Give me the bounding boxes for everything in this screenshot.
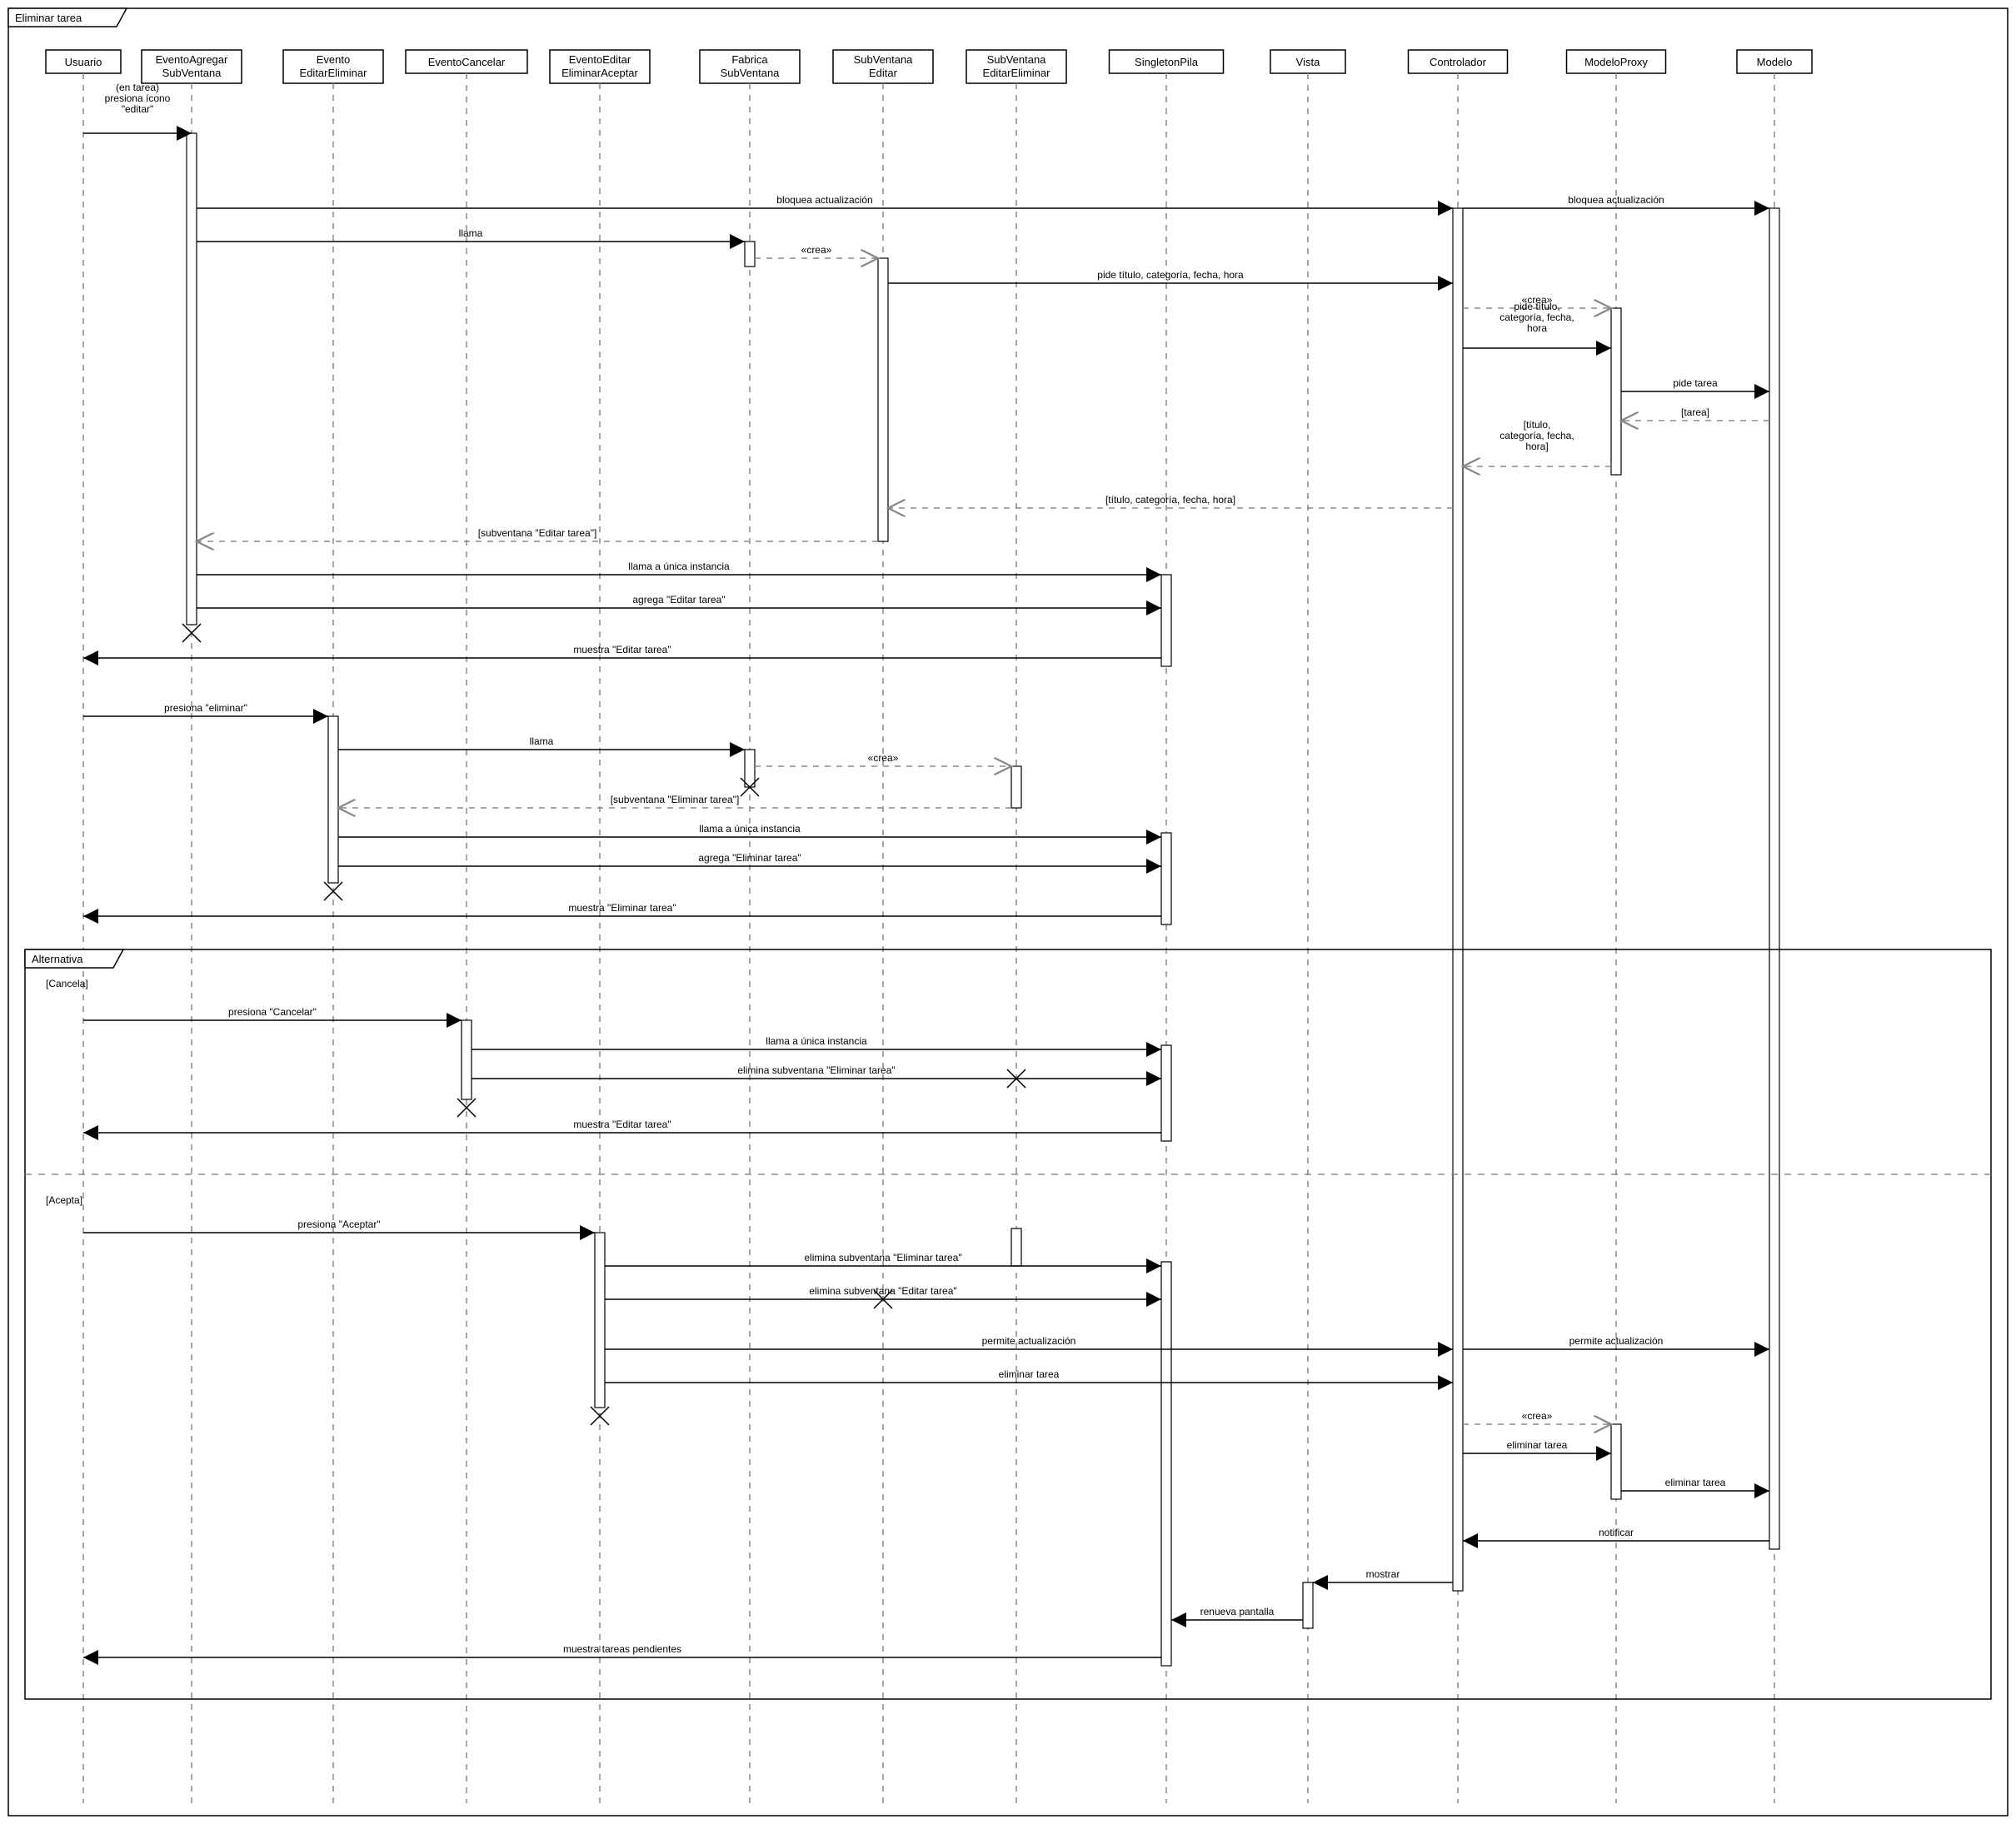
alt-frame [25, 949, 1991, 1699]
activation-14 [1011, 1228, 1021, 1266]
message-label-10-2: hora] [1525, 441, 1548, 452]
message-label-7-2: hora [1527, 322, 1547, 334]
activation-3 [745, 242, 755, 267]
activation-12 [1161, 1045, 1171, 1141]
activation-11 [462, 1020, 472, 1099]
message-label-11-0: [título, categoría, fecha, hora] [1105, 494, 1235, 506]
alt-guard-1: [Acepta] [46, 1194, 82, 1206]
message-label-34-0: eliminar tarea [1507, 1439, 1568, 1451]
lifeline-label-fabricaSub-0: Fabrica [731, 53, 768, 66]
message-label-25-0: elimina subventana "Eliminar tarea" [737, 1064, 895, 1076]
message-label-14-0: agrega "Editar tarea" [632, 594, 725, 606]
lifeline-label-singletonPila-0: SingletonPila [1135, 56, 1199, 68]
activation-13 [595, 1233, 605, 1408]
lifeline-label-usuario-0: Usuario [65, 56, 102, 68]
message-label-19-0: [subventana "Eliminar tarea"] [611, 794, 740, 805]
message-label-15-0: muestra "Editar tarea" [573, 644, 671, 655]
activation-8 [745, 750, 755, 787]
message-label-22-0: muestra "Eliminar tarea" [568, 902, 676, 914]
message-label-33-0: «crea» [1522, 1410, 1553, 1422]
message-label-17-0: llama [530, 735, 554, 747]
alt-frame-label: Alternativa [32, 953, 83, 965]
message-label-31-0: permite actualización [1569, 1335, 1664, 1347]
message-label-4-0: «crea» [801, 244, 832, 256]
lifeline-label-fabricaSub-1: SubVentana [721, 67, 781, 79]
message-label-10-0: [título, [1524, 419, 1551, 431]
activation-6 [1161, 575, 1171, 666]
message-label-26-0: muestra "Editar tarea" [573, 1119, 671, 1130]
message-label-0-0: (en tarea) [116, 82, 159, 93]
message-label-5-0: pide título, categoría, fecha, hora [1097, 269, 1244, 281]
lifeline-label-subEditarElim-1: EditarEliminar [983, 67, 1051, 79]
lifeline-label-modelo-0: Modelo [1757, 56, 1793, 68]
lifeline-label-vista-0: Vista [1296, 56, 1320, 68]
activation-5 [1611, 308, 1621, 475]
message-label-0-2: "editar" [122, 103, 154, 115]
message-label-29-0: elimina subventana "Editar tarea" [809, 1285, 956, 1297]
lifeline-label-controlador-0: Controlador [1430, 56, 1487, 68]
activation-1 [1453, 208, 1463, 1591]
outer-frame [8, 8, 2008, 1816]
message-label-30-0: permite actualización [982, 1335, 1076, 1347]
alt-guard-0: [Cancela] [46, 978, 88, 989]
lifeline-label-evCancelar-0: EventoCancelar [428, 56, 506, 68]
activation-0 [187, 133, 197, 625]
lifeline-label-evEditarElimAc-0: EventoEditar [569, 53, 631, 66]
message-label-35-0: eliminar tarea [1665, 1477, 1726, 1488]
activation-2 [1769, 208, 1779, 1549]
lifeline-label-subEditar-1: Editar [869, 67, 898, 79]
activation-4 [878, 258, 888, 541]
message-label-13-0: llama a única instancia [628, 561, 730, 572]
sequence-diagram: Eliminar tareaUsuarioEventoAgregarSubVen… [0, 0, 2016, 1824]
message-label-10-1: categoría, fecha, [1500, 430, 1574, 441]
outer-frame-label: Eliminar tarea [15, 12, 82, 24]
activation-9 [1011, 766, 1021, 808]
message-label-12-0: [subventana "Editar tarea"] [478, 527, 597, 539]
message-label-36-0: notificar [1599, 1527, 1634, 1538]
lifeline-label-modeloProxy-0: ModeloProxy [1584, 56, 1648, 68]
message-label-2-0: bloquea actualización [1568, 194, 1664, 206]
lifeline-label-evAgregarSub-1: SubVentana [162, 67, 222, 79]
message-label-24-0: llama a única instancia [766, 1035, 867, 1047]
lifeline-label-subEditar-0: SubVentana [854, 53, 914, 66]
activation-7 [328, 716, 338, 883]
message-label-39-0: muestra tareas pendientes [563, 1643, 681, 1655]
activation-10 [1161, 833, 1171, 924]
message-label-16-0: presiona "eliminar" [164, 702, 247, 714]
message-label-32-0: eliminar tarea [999, 1368, 1060, 1380]
message-label-1-0: bloquea actualización [776, 194, 872, 206]
message-label-18-0: «crea» [868, 752, 899, 764]
message-label-8-0: pide tarea [1673, 377, 1718, 389]
message-label-28-0: elimina subventana "Eliminar tarea" [804, 1252, 961, 1263]
message-label-20-0: llama a única instancia [699, 823, 801, 835]
message-label-37-0: mostrar [1366, 1568, 1400, 1580]
lifeline-label-evEditarElim-0: Evento [317, 53, 350, 66]
activation-17 [1303, 1582, 1313, 1628]
lifeline-label-subEditarElim-0: SubVentana [987, 53, 1047, 66]
activation-16 [1611, 1424, 1621, 1499]
lifeline-label-evEditarElimAc-1: EliminarAceptar [561, 67, 638, 79]
message-label-0-1: presiona ícono [105, 92, 171, 104]
message-label-7-0: pide título, [1514, 301, 1559, 312]
lifeline-label-evEditarElim-1: EditarEliminar [300, 67, 368, 79]
message-label-38-0: renueva pantalla [1200, 1606, 1275, 1617]
message-label-23-0: presiona "Cancelar" [228, 1006, 317, 1018]
message-label-27-0: presiona "Aceptar" [297, 1218, 380, 1230]
message-label-21-0: agrega "Eliminar tarea" [698, 852, 801, 864]
activation-15 [1161, 1262, 1171, 1666]
message-label-3-0: llama [459, 227, 483, 239]
lifeline-label-evAgregarSub-0: EventoAgregar [156, 53, 228, 66]
message-label-7-1: categoría, fecha, [1500, 311, 1574, 323]
message-label-9-0: [tarea] [1681, 406, 1709, 418]
